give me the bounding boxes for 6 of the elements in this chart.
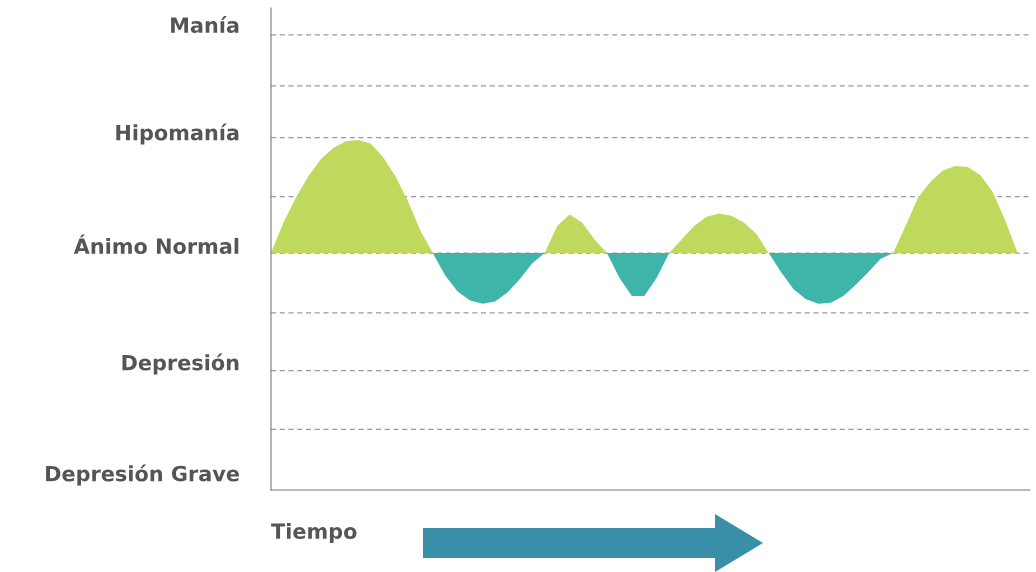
text: Depresión xyxy=(122,353,239,375)
text: Hipomanía xyxy=(116,123,239,145)
text: Depresión Grave xyxy=(46,464,239,486)
text: Ánimo Normal xyxy=(73,234,239,255)
text: Manía xyxy=(171,16,239,34)
text: Tiempo xyxy=(271,522,357,544)
